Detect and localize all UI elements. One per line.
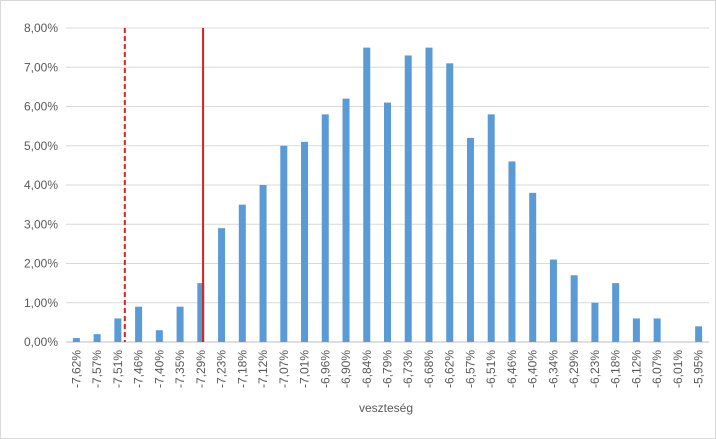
y-tick-label: 1,00%	[24, 296, 58, 310]
bar	[342, 98, 350, 343]
bar	[135, 306, 143, 342]
bar	[155, 330, 163, 342]
bar	[363, 47, 371, 342]
bar	[259, 185, 267, 342]
x-tick-label: -7,01%	[298, 350, 312, 388]
x-tick-label: -6,57%	[463, 350, 477, 388]
bar	[508, 161, 516, 342]
x-tick-label: -6,18%	[609, 350, 623, 388]
bar	[301, 141, 309, 342]
bar	[570, 275, 578, 342]
x-tick-label: -6,29%	[567, 350, 581, 388]
x-tick-label: -6,73%	[401, 350, 415, 388]
y-tick-label: 2,00%	[24, 257, 58, 271]
x-tick-label: -7,57%	[90, 350, 104, 388]
bar	[466, 137, 474, 342]
x-tick-label: -6,12%	[629, 350, 643, 388]
bar	[384, 102, 391, 342]
x-tick-label: -6,40%	[526, 350, 540, 388]
x-tick-label: -7,46%	[132, 350, 146, 388]
y-tick-label: 4,00%	[24, 178, 58, 192]
x-tick-label: -7,23%	[215, 350, 229, 388]
bar	[114, 318, 122, 342]
bar	[487, 114, 495, 342]
y-tick-label: 8,00%	[24, 21, 58, 35]
x-tick-label: -6,01%	[671, 350, 685, 388]
y-tick-label: 3,00%	[24, 217, 58, 231]
bar	[176, 306, 184, 342]
x-tick-label: -6,46%	[505, 350, 519, 388]
bar	[72, 338, 80, 342]
y-tick-label: 0,00%	[24, 335, 58, 349]
x-tick-label: -7,07%	[277, 350, 291, 388]
y-tick-label: 5,00%	[24, 139, 58, 153]
x-tick-label: -7,35%	[173, 350, 187, 388]
x-tick-label: -6,96%	[318, 350, 332, 388]
bar	[425, 47, 433, 342]
x-axis-title: veszteség	[359, 401, 413, 415]
bar	[197, 283, 205, 342]
x-tick-label: -6,23%	[588, 350, 602, 388]
x-tick-label: -7,18%	[235, 350, 249, 388]
x-tick-label: -7,62%	[69, 350, 83, 388]
x-tick-label: -6,79%	[381, 350, 395, 388]
bar	[93, 334, 101, 342]
x-tick-label: -6,62%	[443, 350, 457, 388]
x-tick-label: -7,29%	[194, 350, 208, 388]
bar	[280, 145, 288, 342]
x-tick-label: -6,90%	[339, 350, 353, 388]
x-tick-label: -7,40%	[152, 350, 166, 388]
y-tick-label: 7,00%	[24, 60, 58, 74]
bar	[218, 228, 226, 342]
x-tick-label: -6,68%	[422, 350, 436, 388]
x-tick-label: -7,51%	[111, 350, 125, 388]
y-tick-label: 6,00%	[24, 100, 58, 114]
bar	[404, 55, 412, 342]
bar	[695, 326, 703, 342]
x-tick-label: -6,34%	[546, 350, 560, 388]
bar	[529, 192, 537, 342]
bar	[446, 63, 454, 342]
x-tick-label: -7,12%	[256, 350, 270, 388]
x-tick-label: -6,07%	[650, 350, 664, 388]
x-tick-label: -6,84%	[360, 350, 374, 388]
bar	[612, 283, 620, 342]
bar	[653, 318, 661, 342]
bar	[591, 302, 599, 342]
x-tick-label: -5,95%	[692, 350, 706, 388]
bar	[549, 259, 557, 342]
bar	[238, 204, 246, 342]
bar	[321, 114, 329, 342]
bar	[632, 318, 640, 342]
x-tick-label: -6,51%	[484, 350, 498, 388]
